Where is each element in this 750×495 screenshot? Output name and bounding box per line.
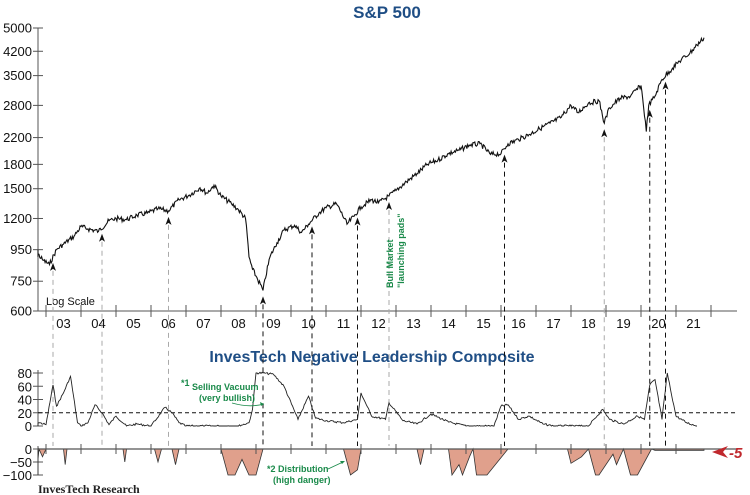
sp500-title: S&P 500 <box>353 3 421 22</box>
sp500-x-tick-label: 12 <box>371 316 385 331</box>
launch-pad-arrow-icon <box>501 154 508 163</box>
launch-pad-arrows <box>50 81 669 305</box>
credit-label: InvesTech Research <box>38 482 140 495</box>
distribution-arrowhead <box>340 461 345 464</box>
sp500-x-tick-label: 20 <box>651 316 665 331</box>
distribution-subtext: (high danger) <box>273 475 331 485</box>
sp500-y-tick-label: 4200 <box>3 44 32 59</box>
distribution-y-tick-label: −50 <box>10 455 32 470</box>
launch-pad-arrow-icon <box>601 129 608 138</box>
sp500-y-tick-label: 5000 <box>3 21 32 36</box>
sp500-y-tick-label: 1800 <box>3 157 32 172</box>
composite-title: InvesTech Negative Leadership Composite <box>209 349 534 366</box>
sp500-x-tick-label: 07 <box>196 316 210 331</box>
sp500-x-tick-label: 04 <box>91 316 105 331</box>
sp500-x-tick-label: 18 <box>581 316 595 331</box>
sp500-y-tick-label: 950 <box>10 242 32 257</box>
distribution-arrow <box>327 461 344 470</box>
sp500-x-tick-label: 21 <box>686 316 700 331</box>
bull-market-annotation: Bull Market "launching pads" <box>385 213 406 288</box>
sp500-x-tick-label: 17 <box>546 316 560 331</box>
sp500-y-tick-label: 600 <box>10 304 32 319</box>
sp500-x-tick-label: 13 <box>406 316 420 331</box>
current-value-arrow-icon <box>712 446 728 458</box>
sp500-series-line <box>37 36 705 291</box>
log-scale-label: Log Scale <box>46 296 95 308</box>
sp500-y-ticks: 600 750 950 1200 1500 1800 2200 2800 3500 4200 500… <box>3 21 43 319</box>
sp500-x-tick-label: 19 <box>616 316 630 331</box>
sp500-x-tick-label: 16 <box>511 316 525 331</box>
sp500-y-tick-label: 750 <box>10 274 32 289</box>
vacuum-y-tick-label: 0 <box>25 419 32 434</box>
selling-vacuum-annotation: *1 Selling Vacuum (very bullish) <box>181 378 265 407</box>
distribution-y-ticks: 0−50−100 <box>3 442 43 483</box>
launch-pad-arrow-icon <box>260 296 266 305</box>
current-value-label: -5 <box>729 445 743 462</box>
vacuum-y-tick-label: 20 <box>18 406 32 421</box>
bull-market-text: Bull Market <box>385 239 395 288</box>
launch-pad-arrow-icon <box>662 81 669 90</box>
launching-pads-text: "launching pads" <box>396 213 406 288</box>
launch-pad-arrow-icon <box>386 202 392 211</box>
distribution-y-tick-label: 0 <box>25 442 32 457</box>
launch-pad-arrow-icon <box>50 262 56 271</box>
distribution-y-tick-label: −100 <box>3 468 32 483</box>
vacuum-y-tick-label: 60 <box>18 379 32 394</box>
sp500-y-tick-label: 3500 <box>3 68 32 83</box>
selling-vacuum-arrowhead <box>260 402 264 406</box>
sp500-x-tick-label: 15 <box>476 316 490 331</box>
selling-vacuum-subtext: (very bullish) <box>199 393 255 403</box>
sp500-x-tick-label: 05 <box>126 316 140 331</box>
vacuum-y-tick-label: 80 <box>18 366 32 381</box>
launch-pad-arrow-icon <box>646 109 653 118</box>
launch-pad-arrow-icon <box>309 226 315 235</box>
sp500-y-tick-label: 2200 <box>3 130 32 145</box>
sp500-x-tick-label: 09 <box>266 316 280 331</box>
distribution-area <box>37 447 705 477</box>
sp500-x-tick-label: 03 <box>56 316 70 331</box>
launch-pad-markers <box>52 89 666 446</box>
distribution-text: Distribution <box>278 464 329 474</box>
launch-pad-arrow-icon <box>354 217 361 226</box>
distribution-annotation: *2 Distribution (high danger) <box>267 461 345 485</box>
sp500-x-tick-label: 08 <box>231 316 245 331</box>
selling-vacuum-line <box>37 371 697 427</box>
launch-pad-arrow-icon <box>165 216 172 225</box>
sp500-x-tick-label: 06 <box>161 316 175 331</box>
distribution-x-ticks <box>45 444 677 454</box>
selling-vacuum-text: Selling Vacuum <box>192 382 259 392</box>
sp500-x-tick-label: 14 <box>441 316 455 331</box>
sp500-x-tick-label: 10 <box>301 316 315 331</box>
sp500-x-ticks: 03 04 05 06 07 08 09 10 11 12 13 14 15 16 17 18 19 20 21 <box>45 305 712 331</box>
selling-vacuum-marker: *1 <box>181 378 190 388</box>
sp500-y-tick-label: 1500 <box>3 181 32 196</box>
launch-pad-arrow-icon <box>99 233 105 242</box>
sp500-x-tick-label: 11 <box>337 316 351 331</box>
distribution-marker: *2 <box>267 464 276 474</box>
sp500-y-tick-label: 1200 <box>3 211 32 226</box>
sp500-y-tick-label: 2800 <box>3 98 32 113</box>
vacuum-y-tick-label: 40 <box>18 393 32 408</box>
selling-vacuum-arrow <box>231 402 265 407</box>
